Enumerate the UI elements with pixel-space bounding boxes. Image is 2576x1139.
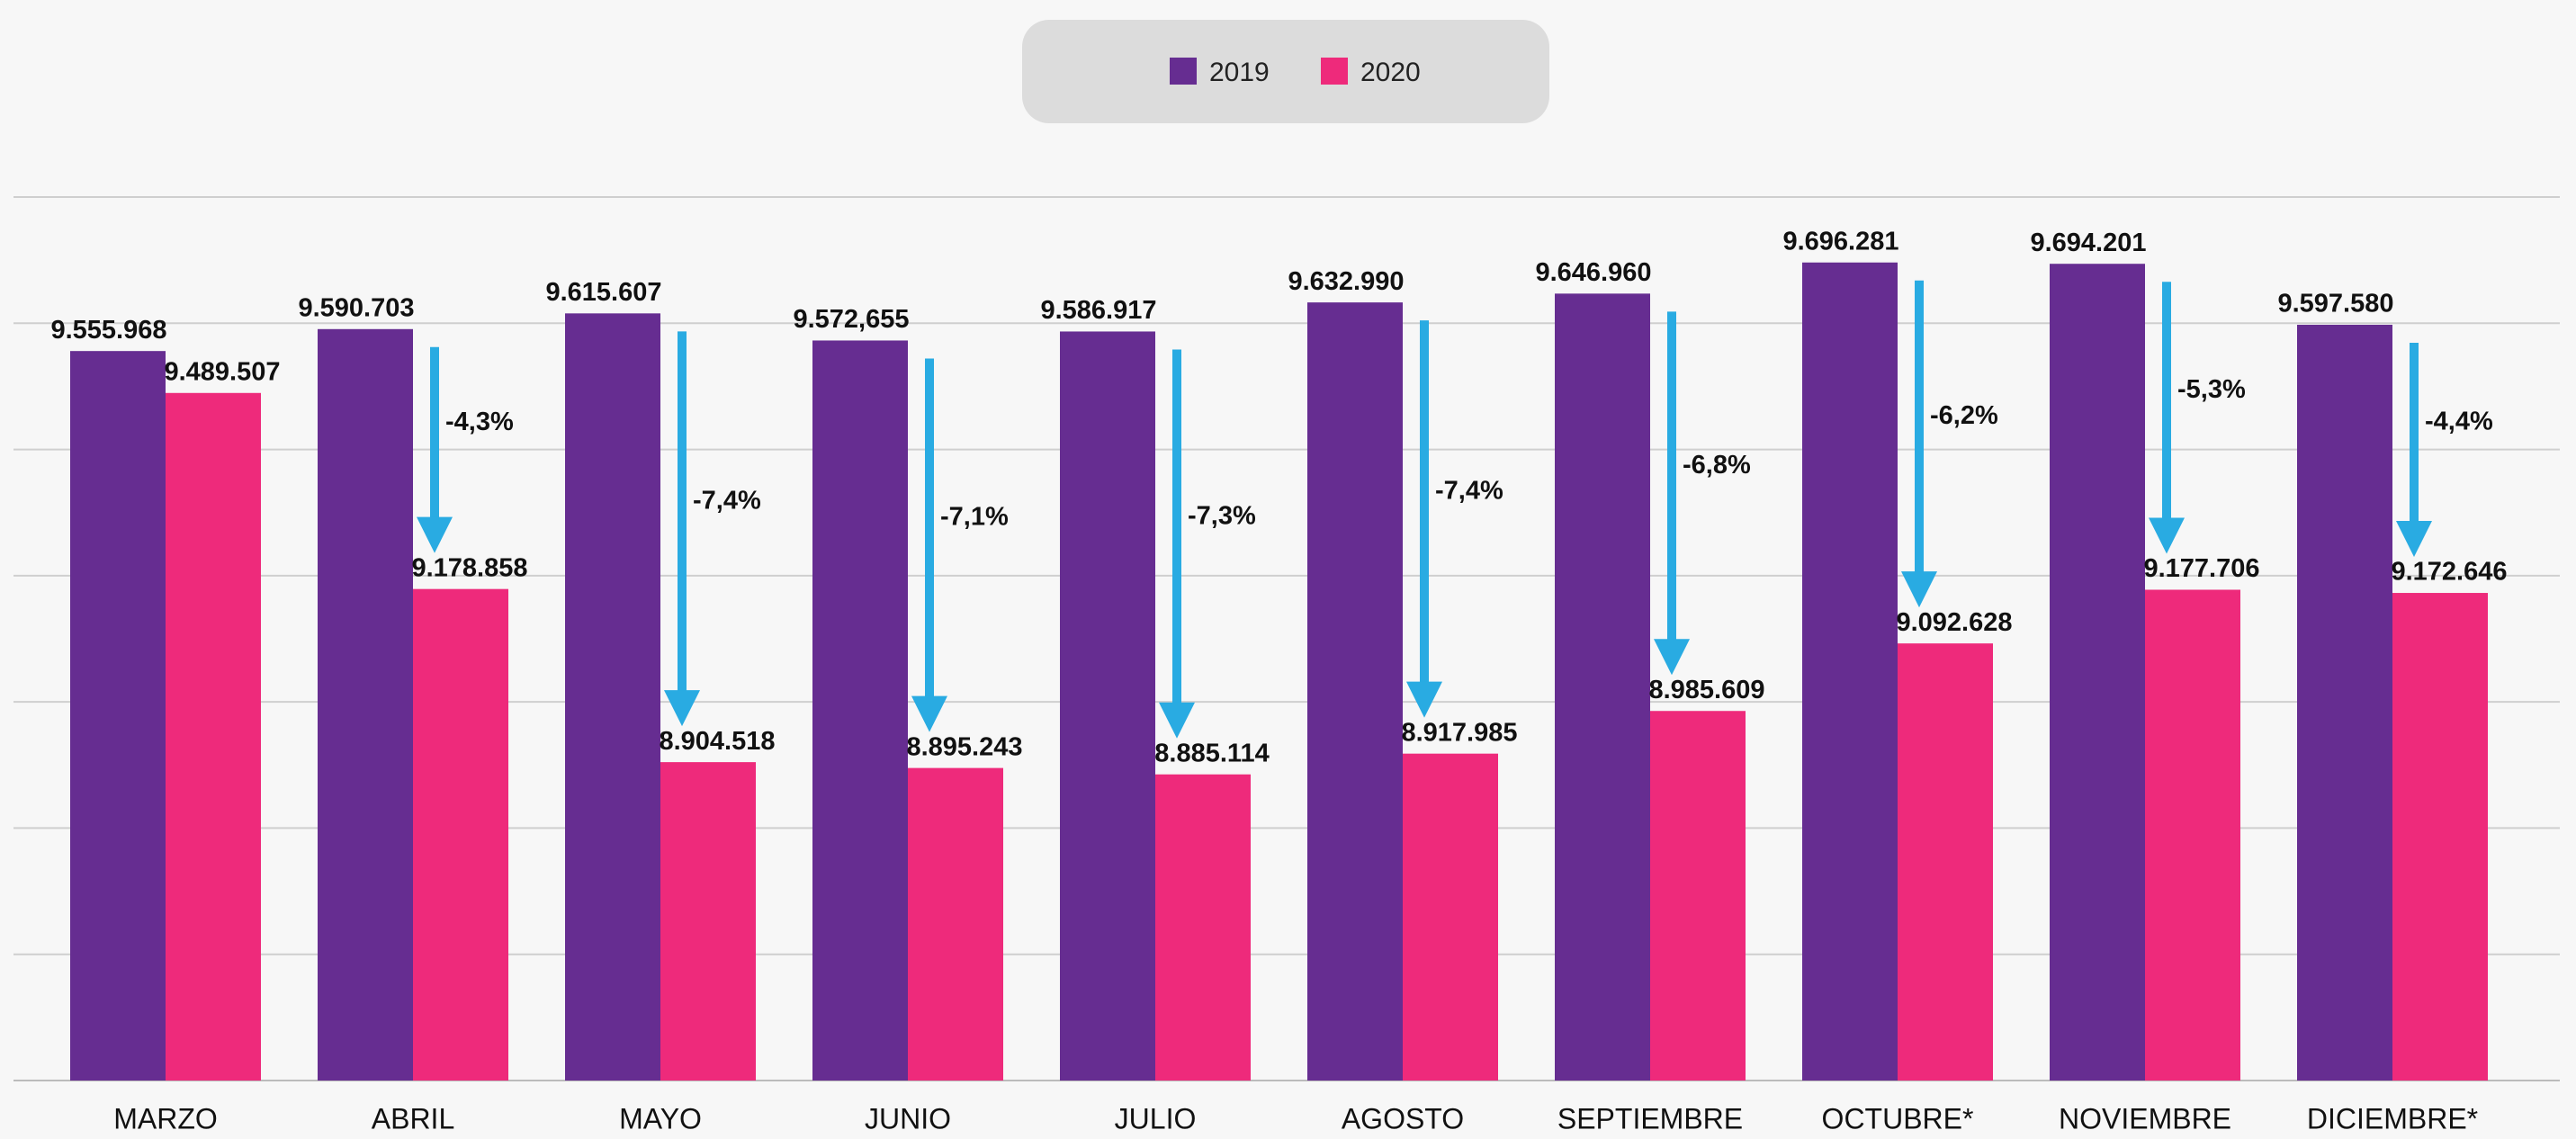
value-label: 9.572,655 bbox=[793, 305, 909, 334]
bar bbox=[1307, 302, 1403, 1081]
value-label: 9.694.201 bbox=[2030, 229, 2146, 257]
annotation: -4,3% bbox=[445, 408, 514, 436]
legend-label: 2019 bbox=[1209, 58, 1270, 87]
x-tick-label: JUNIO bbox=[865, 1102, 951, 1135]
annotation: -4,4% bbox=[2425, 408, 2493, 436]
bar bbox=[660, 762, 756, 1081]
bar bbox=[318, 328, 413, 1081]
x-tick-label: SEPTIEMBRE bbox=[1557, 1102, 1743, 1135]
bar bbox=[2392, 593, 2488, 1081]
bar bbox=[166, 392, 261, 1081]
x-tick-label: NOVIEMBRE bbox=[2059, 1102, 2231, 1135]
bar bbox=[2050, 264, 2145, 1081]
value-label: 8.895.243 bbox=[906, 732, 1022, 761]
bar bbox=[2145, 589, 2240, 1081]
value-label: 8.917.985 bbox=[1401, 718, 1517, 747]
value-label: 8.885.114 bbox=[1154, 739, 1269, 767]
value-label: 8.985.609 bbox=[1648, 676, 1764, 704]
bar bbox=[1650, 711, 1746, 1081]
bar bbox=[1060, 331, 1155, 1081]
x-tick-label: AGOSTO bbox=[1342, 1102, 1464, 1135]
x-tick-label: ABRIL bbox=[372, 1102, 454, 1135]
annotation: -7,1% bbox=[940, 503, 1009, 532]
value-label: 9.172.646 bbox=[2391, 558, 2507, 587]
value-label: 9.590.703 bbox=[298, 293, 414, 322]
bar bbox=[1555, 293, 1650, 1081]
annotation: -7,4% bbox=[1435, 477, 1503, 506]
value-label: 9.555.968 bbox=[50, 316, 166, 345]
bar bbox=[1898, 643, 1993, 1081]
annotation: -7,4% bbox=[693, 486, 761, 515]
bar bbox=[2297, 324, 2392, 1081]
bar bbox=[565, 313, 660, 1081]
value-label: 9.696.281 bbox=[1782, 227, 1898, 256]
legend-swatch bbox=[1321, 58, 1348, 85]
x-tick-label: MAYO bbox=[619, 1102, 702, 1135]
value-label: 9.489.507 bbox=[164, 357, 280, 386]
x-tick-label: DICIEMBRE* bbox=[2307, 1102, 2478, 1135]
x-tick-label: OCTUBRE* bbox=[1822, 1102, 1974, 1135]
x-tick-label: MARZO bbox=[113, 1102, 218, 1135]
bar bbox=[908, 767, 1003, 1081]
legend-box bbox=[1022, 20, 1549, 123]
value-label: 9.646.960 bbox=[1535, 258, 1651, 287]
annotation: -6,2% bbox=[1930, 401, 1998, 430]
value-label: 9.178.858 bbox=[411, 553, 527, 582]
value-label: 9.632.990 bbox=[1288, 267, 1404, 296]
value-label: 9.177.706 bbox=[2143, 554, 2259, 583]
bar bbox=[812, 340, 908, 1081]
bar bbox=[70, 351, 166, 1081]
annotation: -7,3% bbox=[1188, 501, 1256, 530]
bar bbox=[1155, 774, 1251, 1081]
legend-swatch bbox=[1170, 58, 1197, 85]
bar bbox=[1802, 262, 1898, 1081]
value-label: 9.615.607 bbox=[545, 278, 661, 307]
value-label: 9.586.917 bbox=[1040, 296, 1156, 325]
x-tick-label: JULIO bbox=[1115, 1102, 1197, 1135]
legend-label: 2020 bbox=[1360, 58, 1421, 87]
value-label: 9.092.628 bbox=[1896, 608, 2012, 637]
bar bbox=[413, 588, 508, 1081]
value-label: 8.904.518 bbox=[659, 727, 775, 756]
bar bbox=[1403, 753, 1498, 1081]
annotation: -5,3% bbox=[2177, 375, 2246, 404]
annotation: -6,8% bbox=[1683, 451, 1751, 480]
value-label: 9.597.580 bbox=[2277, 290, 2393, 318]
